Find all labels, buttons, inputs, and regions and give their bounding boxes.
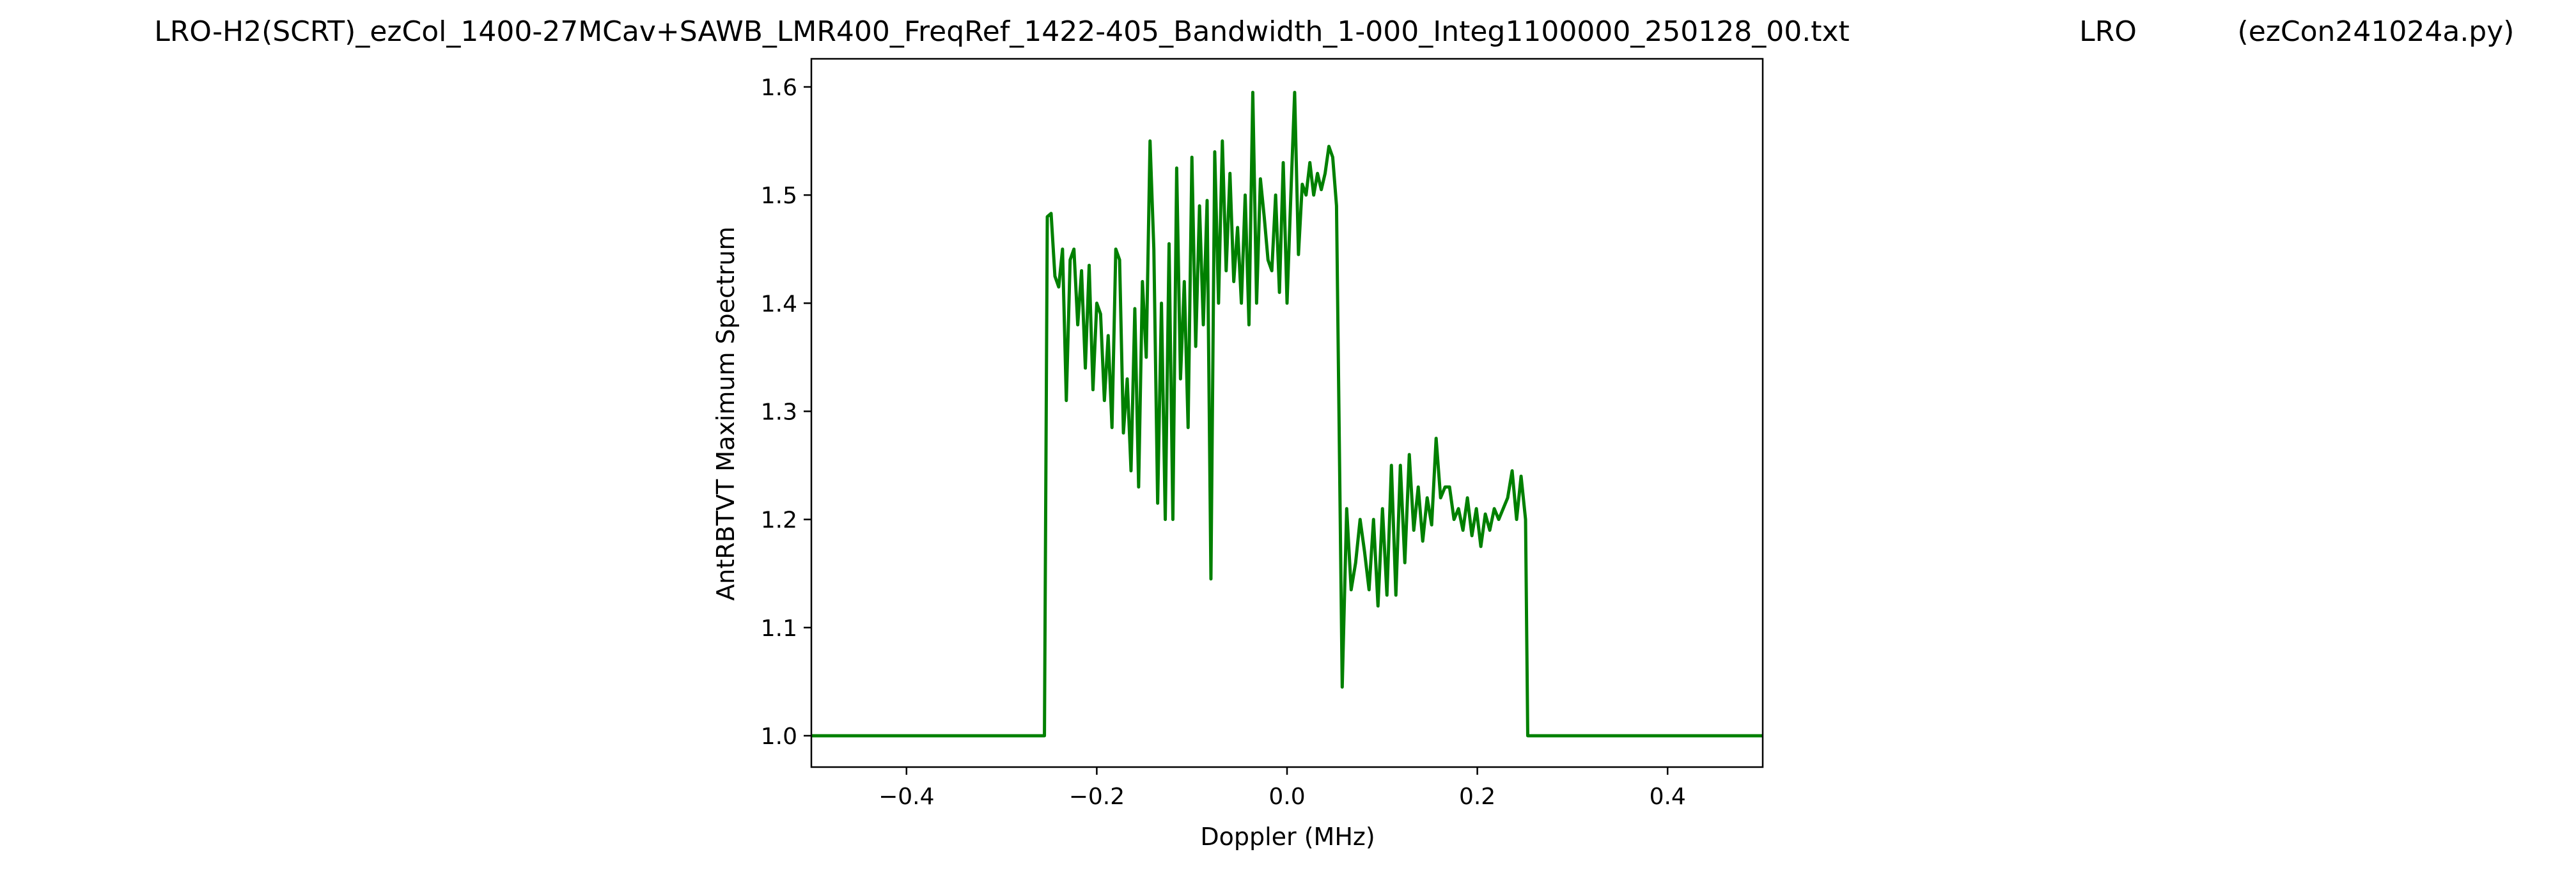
y-tick-label: 1.3 (761, 399, 797, 425)
x-tick-label: 0.2 (1459, 784, 1495, 810)
y-axis-label: AntRBTVT Maximum Spectrum (712, 226, 740, 600)
chart-title: LRO (2079, 15, 2137, 48)
x-tick-label: −0.2 (1069, 784, 1125, 810)
y-tick-label: 1.0 (761, 724, 797, 750)
chart-title: (ezCon241024a.py) (2238, 15, 2515, 48)
y-tick-label: 1.1 (761, 616, 797, 642)
y-tick-label: 1.6 (761, 75, 797, 101)
y-tick-label: 1.2 (761, 508, 797, 534)
y-tick-label: 1.5 (761, 183, 797, 209)
x-tick-label: 0.0 (1268, 784, 1305, 810)
y-tick-label: 1.4 (761, 291, 797, 317)
x-axis-label: Doppler (MHz) (1200, 823, 1375, 851)
x-tick-label: −0.4 (878, 784, 934, 810)
chart-title: LRO-H2(SCRT)_ezCol_1400-27MCav+SAWB_LMR4… (154, 15, 1850, 48)
x-tick-label: 0.4 (1650, 784, 1686, 810)
line-series (811, 90, 1763, 738)
plot-frame (810, 58, 1764, 768)
